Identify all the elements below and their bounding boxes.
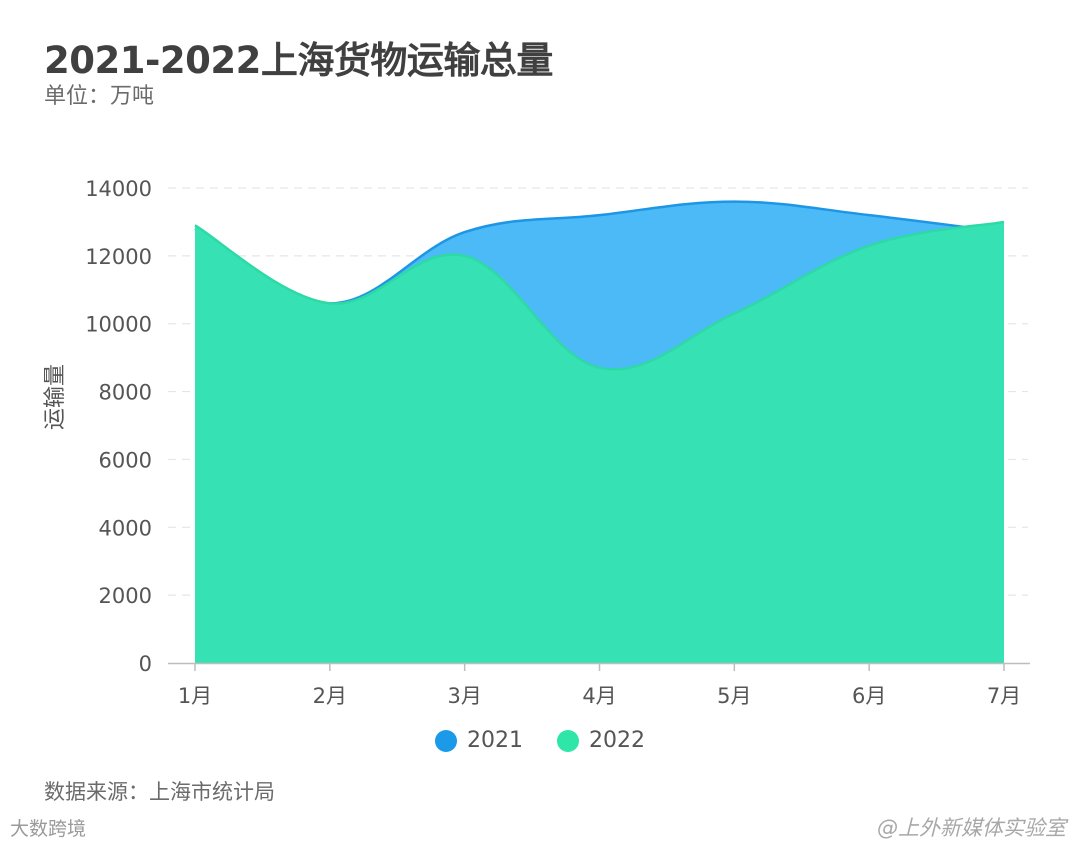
line-2022 — [194, 220, 1005, 371]
y-tick-label: 0 — [139, 652, 152, 676]
y-tick-label: 8000 — [99, 381, 152, 405]
legend-item-2022[interactable]: 2022 — [557, 728, 645, 753]
legend: 2021 2022 — [0, 728, 1080, 753]
unit-label: 单位：万吨 — [44, 84, 155, 109]
legend-label-2021: 2021 — [467, 728, 523, 753]
x-tick-label: 7月 — [987, 684, 1021, 708]
y-axis-label: 运输量 — [43, 364, 68, 430]
legend-item-2021[interactable]: 2021 — [435, 728, 523, 753]
legend-dot-2022 — [557, 729, 579, 752]
x-tick-label: 3月 — [447, 684, 481, 708]
legend-label-2022: 2022 — [589, 728, 645, 753]
x-tick-labels: 1月 2月 3月 4月 5月 6月 7月 — [178, 684, 1021, 708]
axes — [168, 662, 1030, 671]
y-tick-label: 4000 — [99, 516, 152, 540]
y-tick-label: 10000 — [85, 313, 152, 337]
x-tick-label: 5月 — [717, 684, 751, 708]
y-tick-label: 14000 — [85, 177, 152, 201]
series-areas — [194, 200, 1005, 664]
y-tick-label: 2000 — [99, 584, 152, 608]
y-tick-label: 12000 — [85, 245, 152, 269]
legend-dot-2021 — [435, 729, 457, 752]
y-tick-labels: 0 2000 4000 6000 8000 10000 12000 14000 — [85, 177, 152, 676]
x-tick-label: 2月 — [313, 684, 347, 708]
chart-title: 2021-2022上海货物运输总量 — [44, 39, 553, 82]
x-tick-label: 6月 — [852, 684, 886, 708]
x-tick-label: 4月 — [582, 684, 616, 708]
watermark-left: 大数跨境 — [10, 818, 87, 840]
y-tick-label: 6000 — [99, 448, 152, 472]
watermark-right: @上外新媒体实验室 — [877, 816, 1066, 840]
area-2022 — [195, 221, 1004, 663]
source-note: 数据来源：上海市统计局 — [44, 780, 275, 804]
x-tick-label: 1月 — [178, 684, 212, 708]
